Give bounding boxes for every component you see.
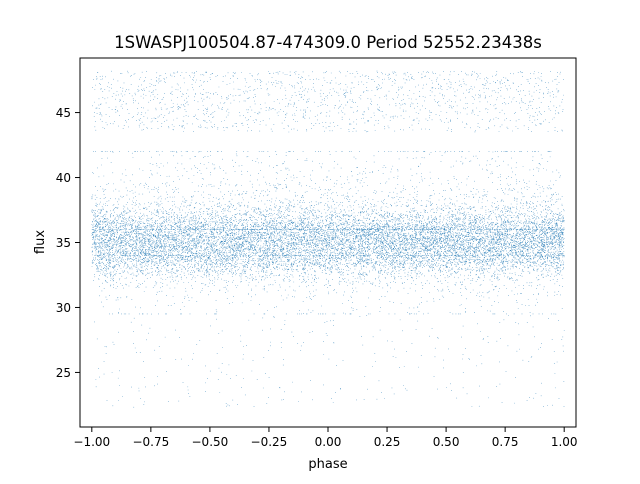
x-tick-label: −0.75 [132,435,169,449]
y-axis-label: flux [33,230,48,254]
y-axis-ticks: 25 30 35 40 45 [56,106,80,380]
x-tick-label: −0.25 [251,435,288,449]
x-tick-label: −0.50 [192,435,229,449]
y-tick-label: 30 [56,301,71,315]
x-tick-label: 1.00 [551,435,578,449]
x-axis-ticks: −1.00 −0.75 −0.50 −0.25 0.00 0.25 0.50 0.75 1.00 [73,427,578,449]
x-tick-label: 0.50 [433,435,460,449]
x-tick-label: 0.00 [315,435,342,449]
x-tick-label: −1.00 [73,435,110,449]
x-axis-label: phase [308,457,347,472]
y-tick-label: 25 [56,366,71,380]
chart-title: 1SWASPJ100504.87-474309.0 Period 52552.2… [114,33,542,52]
y-tick-label: 45 [56,106,71,120]
x-tick-label: 0.75 [492,435,519,449]
y-tick-label: 40 [56,171,71,185]
y-tick-label: 35 [56,236,71,250]
x-tick-label: 0.25 [374,435,401,449]
